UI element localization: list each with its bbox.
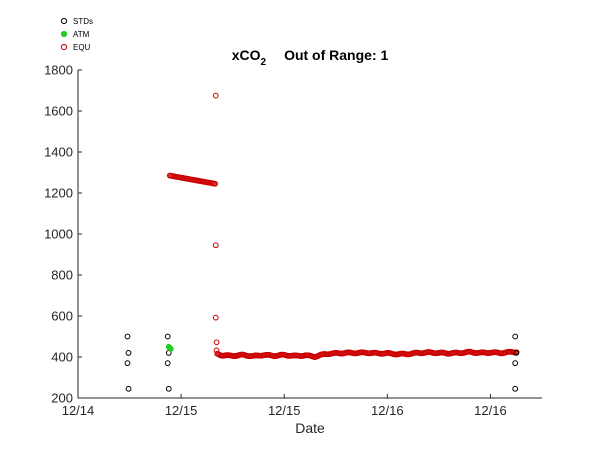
chart-title: xCO2 Out of Range: 1: [232, 47, 389, 68]
stds-data-point: [125, 385, 132, 392]
equ-data-point: [213, 347, 220, 354]
stds-data-point: [512, 360, 519, 367]
legend-label-atm: ATM: [73, 30, 90, 39]
stds-data-point: [513, 350, 520, 356]
legend-marker-equ: [60, 43, 68, 51]
y-tick-label: 800: [51, 268, 73, 283]
y-tick-label: 200: [51, 391, 73, 406]
title-subscript: 2: [261, 57, 267, 68]
y-tick-label: 600: [51, 309, 73, 324]
x-tick-label: 12/16: [371, 403, 404, 418]
stds-data-point: [164, 360, 171, 367]
legend-marker-stds: [60, 17, 68, 25]
equ-data-point: [212, 314, 219, 321]
equ-data-point: [212, 180, 219, 187]
stds-data-point: [165, 385, 172, 392]
x-tick-label: 12/14: [62, 403, 95, 418]
stds-data-point: [164, 333, 171, 340]
title-suffix: Out of Range: 1: [284, 47, 388, 63]
stds-data-point: [124, 333, 131, 340]
y-tick-label: 1800: [44, 63, 73, 78]
x-tick-label: 12/15: [268, 403, 301, 418]
equ-data-point: [212, 242, 219, 249]
y-tick-label: 1400: [44, 145, 73, 160]
stds-data-point: [512, 333, 519, 340]
stds-data-point: [125, 350, 132, 356]
equ-data-point: [213, 339, 220, 346]
y-tick-label: 1200: [44, 186, 73, 201]
legend: STDs ATM EQU: [60, 17, 93, 52]
atm-data-point: [167, 345, 174, 352]
x-tick-label: 12/16: [474, 403, 507, 418]
y-tick-label: 400: [51, 350, 73, 365]
y-ticks: 200 400 600 800 1000 1200 1400 1600 1800: [44, 63, 82, 406]
x-tick-label: 12/15: [165, 403, 198, 418]
title-main: xCO: [232, 47, 261, 63]
legend-label-stds: STDs: [73, 17, 93, 26]
y-tick-label: 1600: [44, 104, 73, 119]
y-tick-label: 1000: [44, 227, 73, 242]
x-axis-label: Date: [295, 420, 325, 436]
stds-data-point: [512, 385, 519, 392]
legend-marker-atm: [60, 30, 68, 38]
plot-points: [124, 92, 520, 392]
legend-label-equ: EQU: [73, 43, 91, 52]
equ-data-point: [212, 92, 219, 99]
stds-data-point: [124, 360, 131, 367]
x-ticks: 12/14 12/15 12/15 12/16 12/16: [62, 394, 507, 418]
